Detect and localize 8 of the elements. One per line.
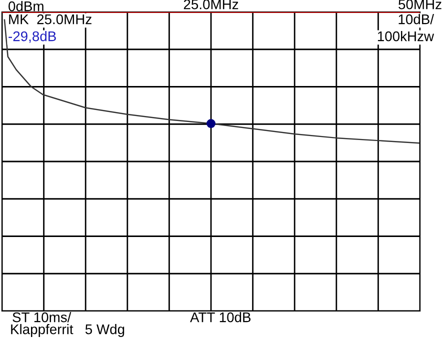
ref-line-label: 0dBm bbox=[8, 1, 44, 12]
annotation: 10dB/ bbox=[398, 14, 434, 24]
text: ATT 10dB bbox=[190, 312, 251, 322]
text: ST 10ms/ bbox=[12, 312, 72, 322]
text: Klappferrit 5 Wdg bbox=[11, 324, 124, 337]
annotation: 100kHzw bbox=[378, 31, 434, 42]
annotation: -29,8dB bbox=[8, 31, 56, 43]
annotation: MK 25.0MHz bbox=[9, 14, 92, 24]
